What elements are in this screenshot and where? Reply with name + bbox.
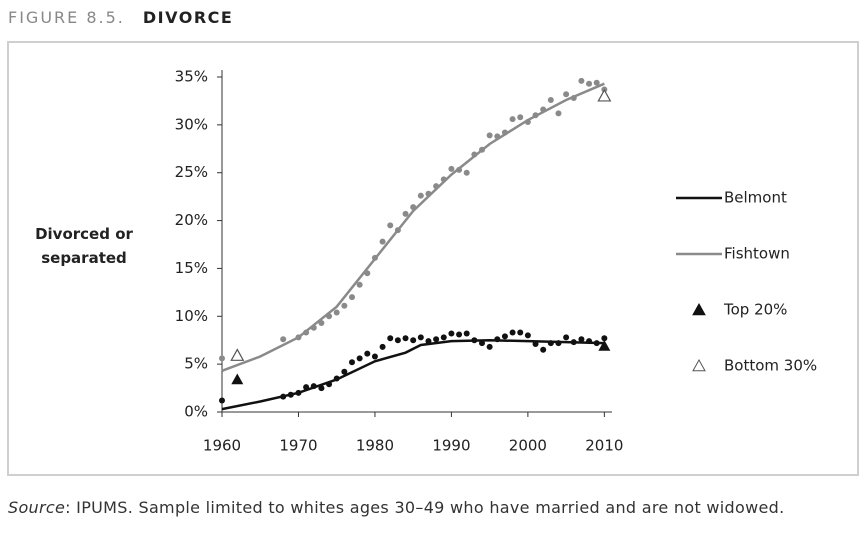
data-point xyxy=(417,192,424,199)
data-point xyxy=(578,336,585,343)
data-point xyxy=(379,343,386,350)
data-point xyxy=(501,333,508,340)
data-point xyxy=(356,281,363,288)
y-tick-label: 25% xyxy=(175,163,208,181)
x-tick-label: 2000 xyxy=(509,437,547,455)
legend-item: Bottom 30% xyxy=(692,357,817,375)
data-point xyxy=(333,309,340,316)
y-tick-label: 20% xyxy=(175,211,208,229)
data-point xyxy=(563,91,570,98)
source-label: Source xyxy=(8,498,66,517)
data-point xyxy=(349,294,355,301)
y-axis-label: Divorced or separated xyxy=(35,225,133,267)
y-tick-label: 15% xyxy=(175,259,208,277)
data-point xyxy=(402,210,409,217)
data-point xyxy=(509,329,516,336)
data-point xyxy=(463,169,470,176)
x-tick-label: 1990 xyxy=(432,437,470,455)
data-point xyxy=(364,350,371,357)
data-point xyxy=(341,368,348,375)
data-point xyxy=(486,343,493,350)
x-tick-label: 1980 xyxy=(356,437,394,455)
triangle-marker xyxy=(597,88,612,102)
data-point xyxy=(578,77,585,84)
data-point xyxy=(433,336,440,343)
x-tick-label: 2010 xyxy=(585,437,623,455)
data-point xyxy=(219,397,225,404)
x-tick-label: 1970 xyxy=(279,437,317,455)
data-point xyxy=(586,80,593,87)
legend-item: Fishtown xyxy=(676,245,790,263)
data-point xyxy=(349,359,355,366)
frame xyxy=(7,41,859,476)
data-point xyxy=(517,114,524,121)
legend-label: Bottom 30% xyxy=(724,357,817,375)
figure-title: DIVORCE xyxy=(142,8,234,27)
data-point xyxy=(448,165,455,172)
footer: Source: IPUMS. Sample limited to whites … xyxy=(8,494,858,521)
triangle-marker xyxy=(231,373,244,385)
data-point xyxy=(524,332,531,339)
y-tick-label: 0% xyxy=(184,403,208,421)
data-point xyxy=(219,355,225,362)
data-point xyxy=(280,336,287,343)
data-point xyxy=(440,334,447,341)
data-point xyxy=(387,222,394,229)
legend-label: Top 20% xyxy=(723,301,787,319)
data-point xyxy=(448,330,455,337)
triangle-marker xyxy=(230,348,245,361)
data-point xyxy=(356,355,363,362)
data-point xyxy=(341,302,348,309)
data-point xyxy=(387,335,394,342)
data-point xyxy=(486,132,493,139)
y-tick-label: 5% xyxy=(184,355,208,373)
data-point xyxy=(563,334,570,341)
data-point xyxy=(555,110,562,117)
series-line xyxy=(221,82,605,373)
data-point xyxy=(601,335,608,342)
figure-header: FIGURE 8.5. DIVORCE xyxy=(8,8,233,27)
data-point xyxy=(379,238,386,245)
data-point xyxy=(540,346,547,353)
legend-swatch xyxy=(692,302,706,316)
data-point xyxy=(394,337,401,344)
data-point xyxy=(417,334,424,341)
series-line xyxy=(221,338,605,411)
data-point xyxy=(456,331,463,338)
data-point xyxy=(410,337,417,344)
data-point xyxy=(371,353,378,360)
legend-label: Belmont xyxy=(724,189,787,207)
footer-text: : IPUMS. Sample limited to whites ages 3… xyxy=(65,498,785,517)
data-point xyxy=(463,330,470,337)
data-point xyxy=(593,79,600,86)
x-tick-label: 1960 xyxy=(203,437,241,455)
data-point xyxy=(509,116,516,123)
legend-label: Fishtown xyxy=(724,245,790,263)
y-tick-label: 30% xyxy=(175,115,208,133)
data-point xyxy=(402,335,409,342)
legend-item: Top 20% xyxy=(692,301,787,319)
triangle-marker xyxy=(598,339,611,351)
y-tick-label: 10% xyxy=(175,307,208,325)
data-point xyxy=(517,329,524,336)
legend-item: Belmont xyxy=(676,189,787,207)
legend-swatch xyxy=(692,358,706,372)
y-tick-label: 35% xyxy=(175,68,208,86)
data-point xyxy=(547,96,554,103)
figure-label: FIGURE 8.5. xyxy=(8,8,125,27)
